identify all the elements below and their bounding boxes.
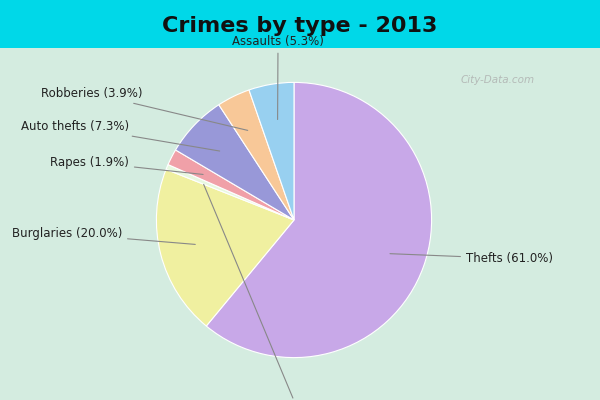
Wedge shape: [249, 82, 294, 220]
Text: Burglaries (20.0%): Burglaries (20.0%): [11, 227, 195, 244]
Text: Rapes (1.9%): Rapes (1.9%): [50, 156, 203, 174]
Wedge shape: [176, 105, 294, 220]
Text: City-Data.com: City-Data.com: [461, 75, 535, 85]
Wedge shape: [219, 90, 294, 220]
Wedge shape: [168, 150, 294, 220]
Text: Thefts (61.0%): Thefts (61.0%): [390, 252, 553, 265]
Text: Auto thefts (7.3%): Auto thefts (7.3%): [21, 120, 220, 151]
Text: Crimes by type - 2013: Crimes by type - 2013: [163, 16, 437, 36]
Text: Assaults (5.3%): Assaults (5.3%): [232, 35, 324, 120]
Wedge shape: [157, 169, 294, 326]
Wedge shape: [206, 82, 431, 358]
Wedge shape: [166, 164, 294, 220]
Text: Robberies (3.9%): Robberies (3.9%): [41, 87, 248, 130]
Text: Arson (0.6%): Arson (0.6%): [203, 184, 336, 400]
